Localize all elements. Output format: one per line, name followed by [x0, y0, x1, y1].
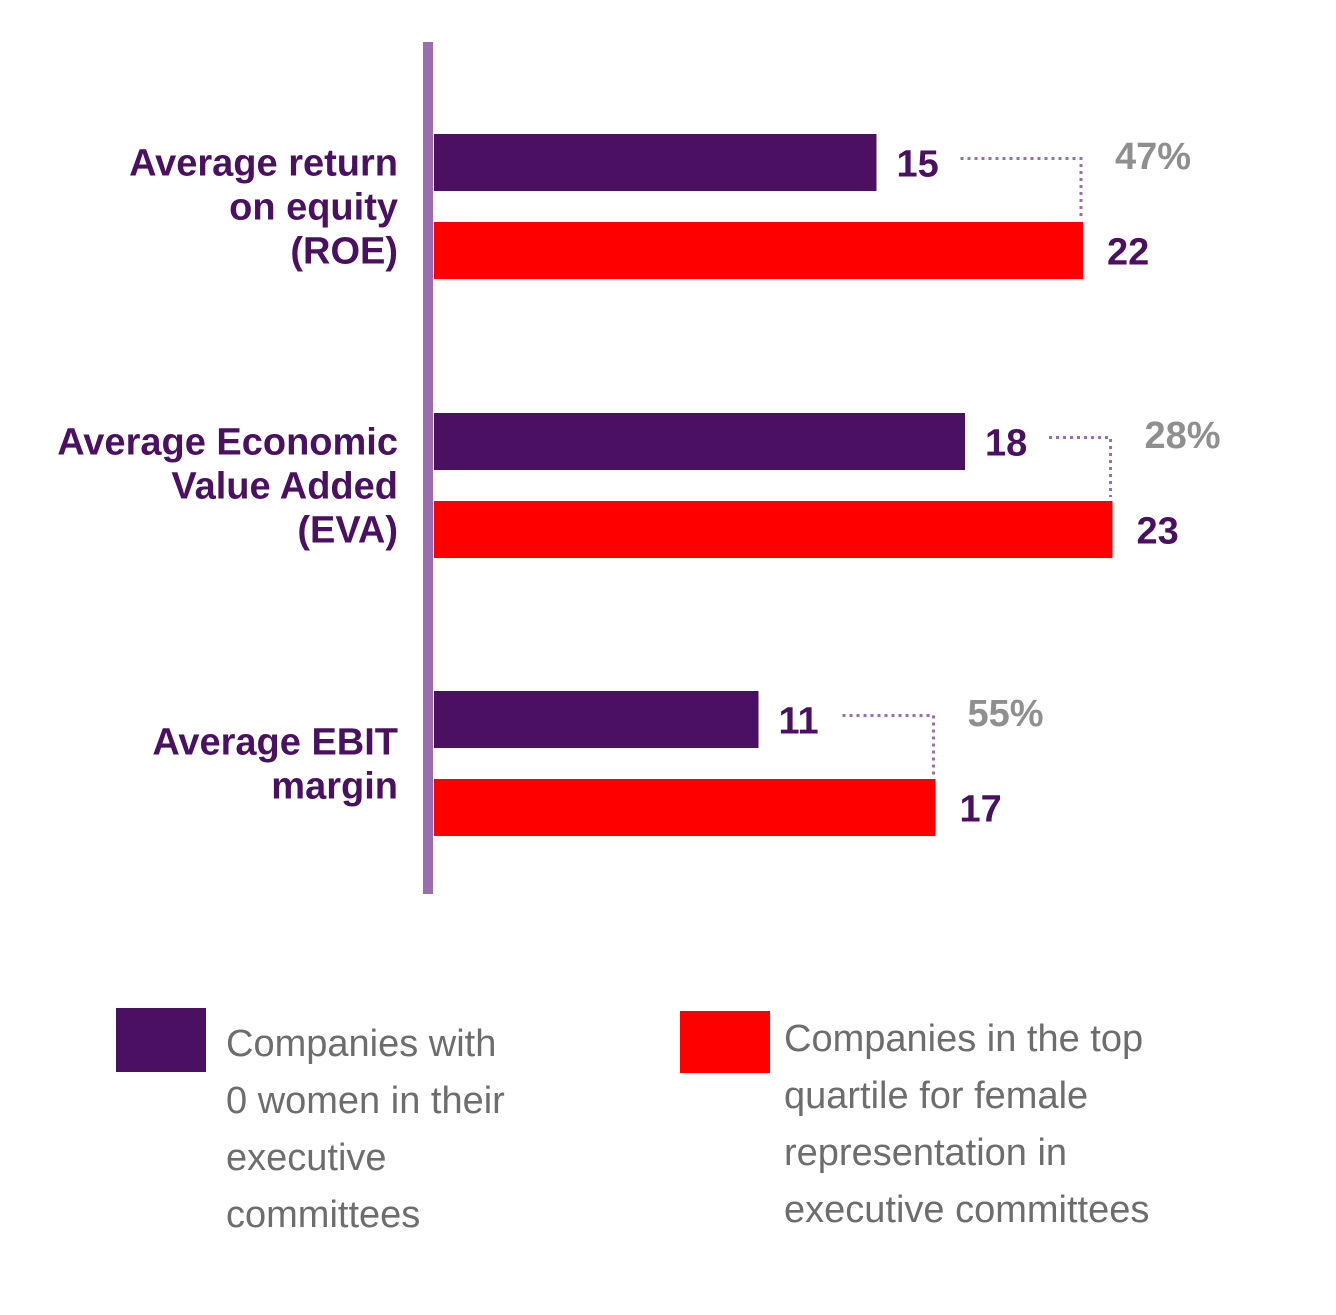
category-label: on equity	[229, 187, 398, 229]
value-label: 23	[1137, 511, 1179, 553]
bar-top-quartile	[434, 222, 1083, 279]
legend: Companies with 0 women in their executiv…	[0, 1008, 1336, 1268]
bar-zero-women	[434, 691, 759, 748]
difference-connector	[960, 157, 1083, 218]
category-label: Average EBIT	[152, 722, 398, 764]
bar-top-quartile	[434, 501, 1113, 558]
value-label: 11	[779, 701, 819, 743]
difference-label: 28%	[1145, 415, 1221, 457]
category-label: Average Economic	[57, 422, 398, 464]
category-label: (ROE)	[290, 231, 398, 273]
category-label: (EVA)	[297, 510, 398, 552]
category-label: margin	[271, 766, 398, 808]
value-label: 17	[960, 789, 1002, 831]
legend-swatch-top-quartile	[680, 1011, 770, 1073]
category-label: Average return	[129, 143, 398, 185]
difference-label: 47%	[1115, 136, 1191, 178]
bar-zero-women	[434, 134, 877, 191]
value-label: 22	[1107, 232, 1149, 274]
legend-label-top-quartile: Companies in the top quartile for female…	[784, 1018, 1150, 1231]
legend-swatch-zero-women	[116, 1008, 206, 1072]
bar-top-quartile	[434, 779, 936, 836]
value-label: 15	[897, 144, 939, 186]
difference-connector	[842, 714, 935, 775]
difference-label: 55%	[968, 693, 1044, 735]
y-axis-line	[423, 42, 433, 894]
legend-label-zero-women: Companies with 0 women in their executiv…	[226, 1023, 505, 1236]
difference-connector	[1049, 436, 1112, 497]
category-label: Value Added	[171, 466, 398, 508]
value-label: 18	[985, 423, 1027, 465]
bar-zero-women	[434, 413, 965, 470]
